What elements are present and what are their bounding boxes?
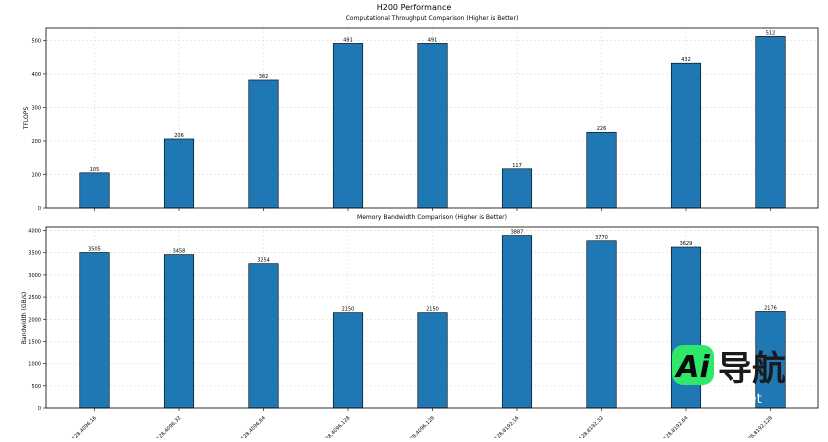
throughput-axes-frame (45, 27, 819, 209)
throughput-value-label: 432 (681, 57, 691, 63)
bandwidth-y-tick-label: 1000 (28, 362, 41, 368)
throughput-value-label: 382 (259, 74, 269, 80)
bandwidth-bar (79, 252, 110, 409)
bandwidth-bar (755, 311, 786, 409)
throughput-value-label: 512 (766, 30, 776, 36)
throughput-bar (586, 131, 617, 209)
throughput-value-label: 226 (597, 126, 607, 132)
bandwidth-x-tick-label: 128,8192,64 (663, 415, 690, 438)
throughput-bar (79, 172, 110, 209)
bandwidth-y-tick-label: 500 (31, 384, 41, 390)
throughput-bars (79, 36, 786, 211)
bandwidth-y-tick-label: 2500 (28, 295, 41, 301)
bandwidth-bar (586, 240, 617, 409)
throughput-y-tick-label: 0 (38, 206, 41, 212)
bandwidth-value-labels: 3505 3458 3254 2150 2150 3887 3770 3629 2176 (88, 230, 777, 313)
throughput-bar (417, 43, 448, 209)
bandwidth-x-tick-label: 128,8192,16 (494, 415, 521, 438)
figure-title: H200 Performance (377, 3, 452, 12)
throughput-bar (248, 79, 279, 209)
watermark-brand-text: 导航 (718, 349, 786, 389)
bandwidth-chart: Memory Bandwidth Comparison (Higher is B… (21, 214, 819, 442)
bandwidth-value-label: 2176 (764, 305, 777, 311)
bandwidth-bar (501, 235, 533, 409)
bandwidth-value-label: 3254 (257, 258, 270, 264)
bandwidth-value-label: 3629 (680, 241, 693, 247)
throughput-bar (501, 168, 533, 209)
throughput-value-label: 206 (174, 133, 184, 139)
bandwidth-chart-title: Memory Bandwidth Comparison (Higher is B… (357, 214, 507, 221)
bandwidth-x-tick-label: 128,4096,128 (407, 415, 436, 438)
bandwidth-x-tick-label: 128,4096,128 (322, 415, 351, 438)
bandwidth-value-label: 3458 (173, 249, 186, 255)
bandwidth-x-tick-labels: 128,4096,16 128,4096,32 128,4096,64 128,409… (71, 415, 774, 442)
throughput-bar (755, 36, 786, 209)
throughput-chart-title: Computational Throughput Comparison (Hig… (346, 15, 519, 22)
throughput-y-tick-label: 200 (31, 139, 41, 145)
watermark-url-text: aidh.net (708, 392, 762, 407)
bandwidth-x-tick-label: 128,4096,32 (156, 415, 183, 438)
bandwidth-bar (163, 254, 195, 409)
throughput-value-label: 105 (90, 167, 100, 173)
bandwidth-y-tick-label: 3500 (28, 251, 41, 257)
watermark: Ai 导航 aidh.net (672, 345, 786, 407)
bandwidth-x-tick-label: 128,4096,64 (240, 415, 267, 438)
bandwidth-x-tick-label: 128,8192,32 (578, 415, 605, 438)
throughput-bar (670, 62, 702, 209)
bandwidth-bar (248, 263, 279, 409)
throughput-y-tick-label: 300 (31, 105, 41, 111)
bandwidth-y-tick-label: 1500 (28, 339, 41, 345)
throughput-value-label: 117 (512, 163, 522, 169)
bandwidth-value-label: 3770 (595, 235, 608, 241)
watermark-logo-badge (672, 345, 714, 385)
bandwidth-value-label: 3887 (511, 230, 524, 236)
throughput-value-label: 491 (428, 37, 438, 43)
bandwidth-value-label: 2150 (426, 307, 439, 313)
throughput-value-label: 491 (343, 37, 353, 43)
bandwidth-y-tick-label: 4000 (28, 229, 41, 235)
throughput-y-tick-label: 500 (31, 38, 41, 44)
throughput-value-labels: 105 206 382 491 491 117 226 432 512 (90, 30, 776, 172)
throughput-y-axis-label: TFLOPS (23, 107, 30, 131)
bandwidth-y-tick-label: 3000 (28, 273, 41, 279)
bandwidth-y-tick-label: 2000 (28, 317, 41, 323)
bandwidth-axes-frame (45, 226, 819, 409)
bandwidth-value-label: 3505 (88, 247, 101, 253)
bandwidth-y-tick-label: 0 (38, 406, 41, 412)
throughput-bar (163, 138, 195, 209)
bandwidth-y-ticks: 0 500 1000 1500 2000 2500 3000 3500 4000 (28, 229, 46, 412)
throughput-chart: Computational Throughput Comparison (Hig… (23, 15, 819, 212)
throughput-bar (332, 43, 364, 209)
bandwidth-bar (417, 312, 448, 409)
throughput-y-tick-label: 400 (31, 72, 41, 78)
bandwidth-bar (332, 312, 364, 409)
bandwidth-x-tick-label: 128,8192,128 (745, 415, 774, 438)
bandwidth-y-axis-label: Bandwidth (GB/s) (21, 292, 28, 344)
watermark-logo-text: Ai (674, 350, 710, 385)
throughput-y-tick-label: 100 (31, 172, 41, 178)
throughput-y-ticks: 0 100 200 300 400 500 (31, 38, 46, 212)
bandwidth-x-tick-label: 128,4096,16 (71, 415, 98, 438)
bandwidth-value-label: 2150 (342, 307, 355, 313)
